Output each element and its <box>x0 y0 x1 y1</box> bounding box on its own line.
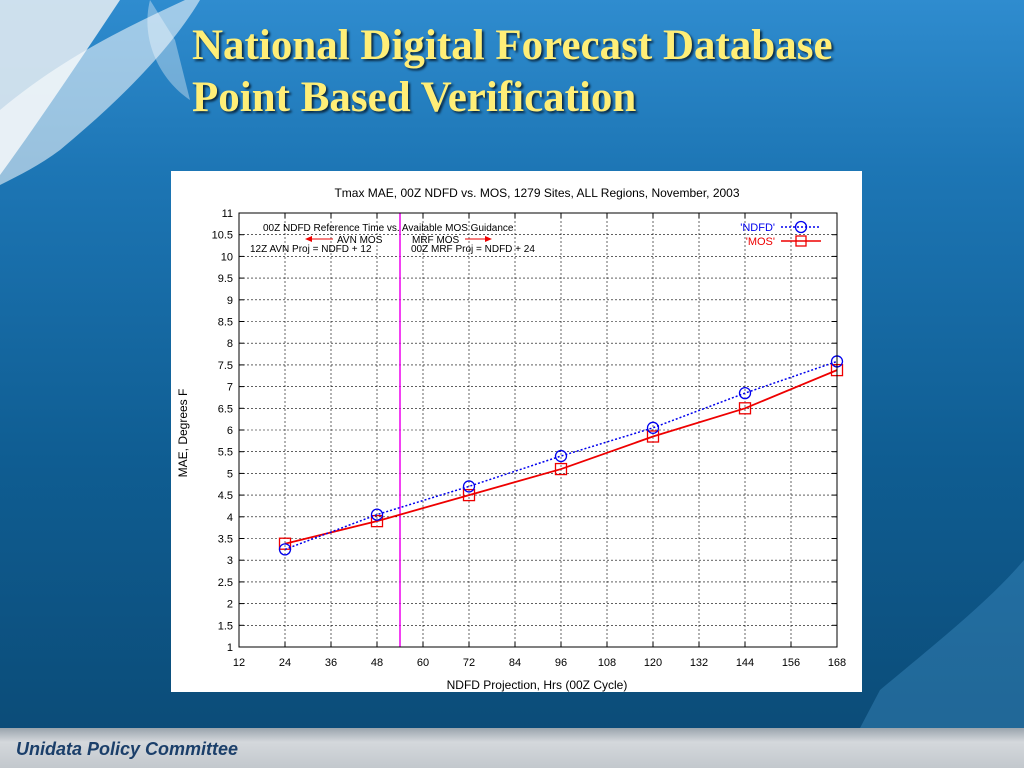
y-tick-label: 4.5 <box>218 490 233 502</box>
annotation-avn-mos: AVN MOS <box>337 235 383 246</box>
legend: 'NDFD' 'MOS' <box>740 220 821 248</box>
data-point-ndfd <box>554 449 568 463</box>
data-point-mos <box>462 488 476 502</box>
y-tick-label: 4 <box>227 512 233 524</box>
x-tick-label: 156 <box>782 657 800 669</box>
legend-label-ndfd: 'NDFD' <box>740 222 775 234</box>
x-tick-label: 96 <box>555 657 567 669</box>
x-tick-label: 132 <box>690 657 708 669</box>
y-tick-label: 9.5 <box>218 273 233 285</box>
data-point-ndfd <box>646 421 660 434</box>
legend-marker-ndfd <box>794 220 808 234</box>
slide-title-line-2: Point Based Verification <box>192 74 637 121</box>
x-tick-label: 72 <box>463 657 475 669</box>
x-tick-label: 36 <box>325 657 337 669</box>
annotation-mrf-proj: 00Z MRF Proj = NDFD + 24 <box>411 244 535 255</box>
y-tick-label: 9 <box>227 295 233 307</box>
annotation-mrf-mos: MRF MOS <box>412 235 460 246</box>
x-tick-label: 84 <box>509 657 521 669</box>
x-tick-label: 144 <box>736 657 754 669</box>
y-tick-label: 2 <box>227 599 233 611</box>
y-tick-label: 8.5 <box>218 317 233 329</box>
y-tick-label: 1.5 <box>218 620 233 632</box>
legend-label-mos: 'MOS' <box>746 236 775 248</box>
x-axis-label: NDFD Projection, Hrs (00Z Cycle) <box>447 678 628 692</box>
data-point-mos <box>554 462 568 476</box>
x-tick-label: 120 <box>644 657 662 669</box>
data-point-ndfd <box>462 480 476 493</box>
y-tick-label: 11 <box>222 208 233 220</box>
y-tick-label: 7.5 <box>218 360 233 372</box>
annotation-avn-proj: 12Z AVN Proj = NDFD + 12 <box>250 244 372 255</box>
x-tick-label: 60 <box>417 657 429 669</box>
slide-title-line-1: National Digital Forecast Database <box>192 22 833 69</box>
x-tick-label: 168 <box>828 657 846 669</box>
y-tick-label: 5.5 <box>218 447 233 459</box>
y-tick-labels: 1 1.5 2 2.5 3 3.5 4 4.5 5 5.5 6 6.5 7 7.5 8 8.5 9 9.5 10 10… <box>212 208 233 654</box>
footer-bar <box>0 728 1024 768</box>
data-point-mos <box>738 402 752 415</box>
y-tick-label: 8 <box>227 338 233 350</box>
annotation-arrowhead-right <box>485 236 492 242</box>
x-tick-label: 108 <box>598 657 616 669</box>
y-tick-label: 1 <box>227 642 233 654</box>
data-point-mos <box>370 514 384 528</box>
chart-panel: 1 1.5 2 2.5 3 3.5 4 4.5 5 5.5 6 6.5 7 7.5 8 8.5 9 9.5 10 10… <box>171 171 862 692</box>
annotation-arrowhead-left <box>305 236 312 242</box>
y-tick-label: 10.5 <box>212 230 233 242</box>
y-tick-label: 7 <box>227 382 233 394</box>
legend-marker-mos <box>795 235 807 247</box>
series-layer <box>278 355 844 556</box>
footer-text: Unidata Policy Committee <box>16 739 239 759</box>
chart-title: Tmax MAE, 00Z NDFD vs. MOS, 1279 Sites, … <box>334 186 739 200</box>
y-tick-label: 10 <box>221 251 233 263</box>
annotation-heading: 00Z NDFD Reference Time vs. Available MO… <box>263 223 514 234</box>
y-tick-label: 6.5 <box>218 403 233 415</box>
series-line-mos <box>284 369 838 545</box>
x-tick-label: 48 <box>371 657 383 669</box>
y-tick-label: 6 <box>227 425 233 437</box>
data-point-ndfd <box>278 543 292 556</box>
y-tick-label: 5 <box>227 468 233 480</box>
y-tick-label: 3.5 <box>218 534 233 546</box>
plot-frame <box>238 212 838 648</box>
data-point-ndfd <box>738 386 752 400</box>
y-axis-label: MAE, Degrees F <box>176 389 190 478</box>
data-point-mos <box>646 430 660 443</box>
gridlines <box>238 212 838 648</box>
data-point-ndfd <box>370 508 384 521</box>
x-tick-labels: 12 24 36 48 60 72 84 96 108 120 132 144 156 168 <box>233 657 846 669</box>
chart: 1 1.5 2 2.5 3 3.5 4 4.5 5 5.5 6 6.5 7 7.5 8 8.5 9 9.5 10 10… <box>176 186 846 692</box>
x-tick-label: 24 <box>279 657 291 669</box>
y-tick-label: 3 <box>227 555 233 567</box>
y-tick-label: 2.5 <box>218 577 233 589</box>
x-tick-label: 12 <box>233 657 245 669</box>
